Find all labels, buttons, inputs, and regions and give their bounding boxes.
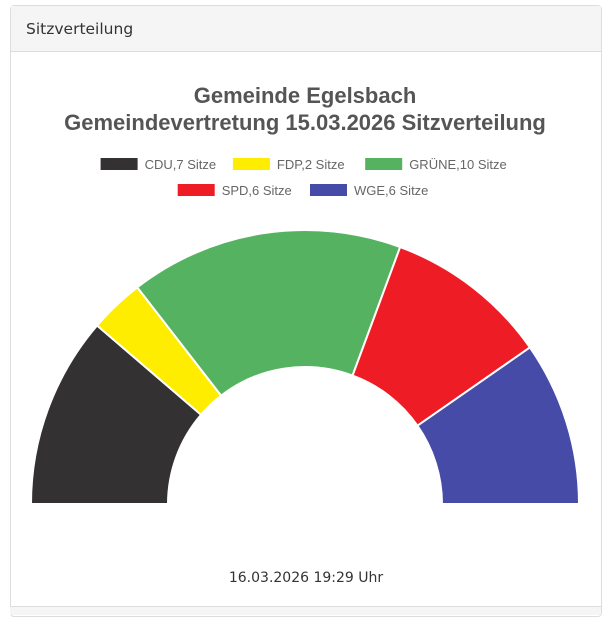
legend-label-wge[interactable]: WGE,6 Sitze bbox=[354, 183, 428, 198]
chart-title-line-2: Gemeindevertretung 15.03.2026 Sitzvertei… bbox=[64, 110, 546, 135]
legend-label-cdu[interactable]: CDU,7 Sitze bbox=[145, 157, 217, 172]
chart-slices bbox=[29, 229, 581, 505]
legend-swatch-fdp[interactable] bbox=[232, 158, 270, 170]
legend-swatch-cdu[interactable] bbox=[100, 158, 138, 170]
legend-swatch-grüne[interactable] bbox=[365, 158, 403, 170]
chart-title-line-1: Gemeinde Egelsbach bbox=[194, 83, 417, 108]
legend-swatch-spd[interactable] bbox=[177, 184, 215, 196]
chart-legend: CDU,7 Sitze FDP,2 Sitze GRÜNE,10 Sitze SPD,… bbox=[100, 157, 507, 198]
legend-label-grüne[interactable]: GRÜNE,10 Sitze bbox=[409, 157, 507, 172]
timestamp: 16.03.2026 19:29 Uhr bbox=[228, 570, 384, 586]
legend-swatch-wge[interactable] bbox=[310, 184, 347, 196]
panel-footer bbox=[10, 606, 601, 615]
legend-label-fdp[interactable]: FDP,2 Sitze bbox=[277, 157, 345, 172]
panel-title: Sitzverteilung bbox=[11, 6, 601, 52]
slice-wge[interactable] bbox=[416, 346, 581, 505]
slice-grüne[interactable] bbox=[135, 229, 402, 398]
slice-cdu[interactable] bbox=[29, 324, 203, 505]
seat-distribution-panel: Sitzverteilung bbox=[10, 5, 602, 617]
legend-label-spd[interactable]: SPD,6 Sitze bbox=[222, 183, 292, 198]
